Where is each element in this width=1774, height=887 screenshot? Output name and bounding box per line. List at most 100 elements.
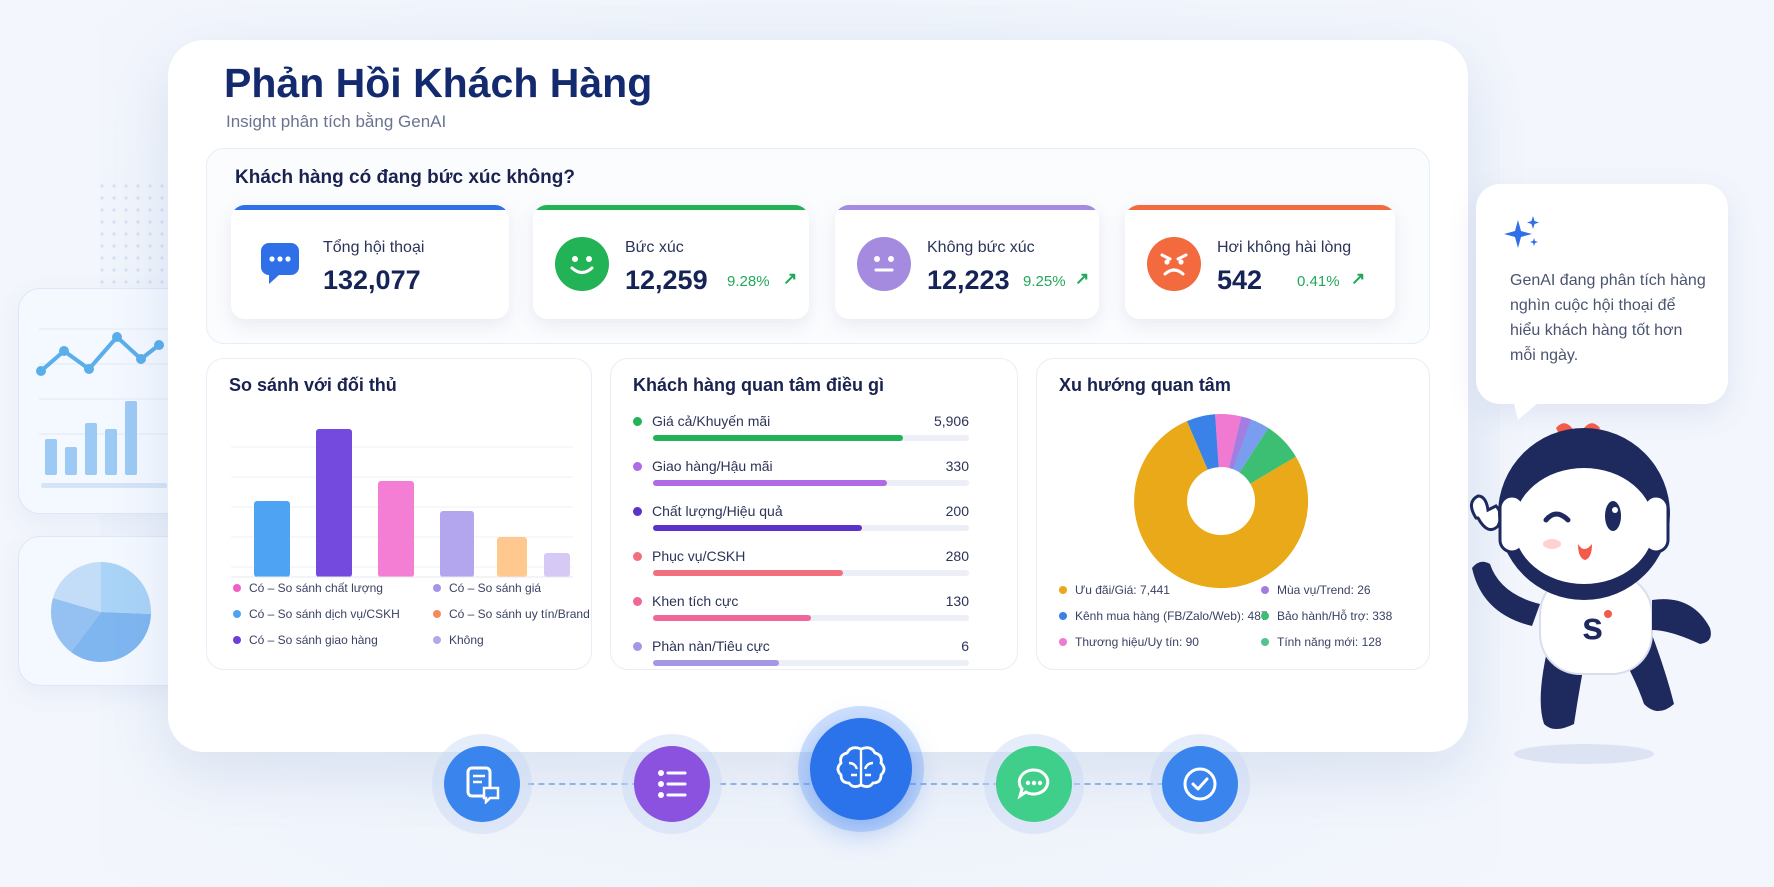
trend-up-icon: ↗ <box>783 269 798 288</box>
concern-row: Giao hàng/Hậu mãi 330 <box>633 458 969 474</box>
chart-bar <box>497 537 527 577</box>
legend-dot <box>433 636 441 644</box>
panel-title: Khách hàng quan tâm điều gì <box>633 375 885 395</box>
concern-progress-track <box>653 570 969 576</box>
list-icon[interactable] <box>634 746 710 822</box>
kpi-panel: Khách hàng có đang bức xúc không? Tổng h… <box>206 148 1430 344</box>
legend-label: Có – So sánh giao hàng <box>249 633 378 647</box>
legend-dot <box>1261 612 1269 620</box>
concern-item: Phục vụ/CSKH 280 <box>633 548 969 576</box>
concern-item: Phàn nàn/Tiêu cực 6 <box>633 638 969 666</box>
legend-label: Kênh mua hàng (FB/Zalo/Web): 487 <box>1075 609 1268 623</box>
panel-title: Xu hướng quan tâm <box>1059 375 1231 395</box>
concern-progress-track <box>653 615 969 621</box>
concern-count: 280 <box>945 548 969 564</box>
concern-progress-track <box>653 660 969 666</box>
donut-slice <box>1202 414 1219 468</box>
pipeline-connector <box>720 783 820 785</box>
legend-item: Có – So sánh dịch vụ/CSKH <box>233 607 400 621</box>
donut-slice <box>1229 416 1251 470</box>
concern-count: 330 <box>945 458 969 474</box>
kpi-card-frustrated[interactable]: Bức xúc 12,259 9.28% ↗ <box>533 205 809 319</box>
concern-count: 5,906 <box>933 413 969 429</box>
concern-row: Chất lượng/Hiệu quả 200 <box>633 503 969 519</box>
check-icon[interactable] <box>1162 746 1238 822</box>
pipeline-connector <box>528 783 638 785</box>
kpi-accent-bar <box>1125 205 1395 210</box>
legend-label: Tính năng mới: 128 <box>1277 635 1382 649</box>
kpi-percent: 9.25% <box>1023 273 1066 290</box>
legend-item: Tính năng mới: 128 <box>1261 635 1382 649</box>
angry-face-icon <box>1147 237 1201 291</box>
chart-bar <box>316 429 352 577</box>
trend-up-icon: ↗ <box>1351 269 1366 288</box>
concern-item: Giao hàng/Hậu mãi 330 <box>633 458 969 486</box>
assistant-speech-bubble: GenAI đang phân tích hàng nghìn cuộc hội… <box>1476 184 1728 420</box>
concern-dot <box>633 551 642 561</box>
concern-progress-fill <box>653 570 843 576</box>
concern-dot <box>633 506 642 516</box>
pipeline-connector <box>910 783 1010 785</box>
concern-item: Khen tích cực 130 <box>633 593 969 621</box>
legend-item: Có – So sánh giá <box>433 581 541 595</box>
panel-title: So sánh với đối thủ <box>229 375 397 395</box>
legend-label: Có – So sánh chất lượng <box>249 581 383 595</box>
legend-item: Kênh mua hàng (FB/Zalo/Web): 487 <box>1059 609 1268 623</box>
legend-item: Có – So sánh giao hàng <box>233 633 378 647</box>
legend-item: Không <box>433 633 484 647</box>
trend-donut-chart <box>1134 414 1309 589</box>
concern-label: Phục vụ/CSKH <box>652 548 746 564</box>
legend-dot <box>433 610 441 618</box>
decorative-dots <box>96 180 166 290</box>
kpi-percent: 0.41% <box>1297 273 1340 290</box>
chart-bar <box>254 501 290 577</box>
chart-bar <box>378 481 414 577</box>
trend-up-icon: ↗ <box>1075 269 1090 288</box>
legend-dot <box>1059 638 1067 646</box>
concern-progress-fill <box>653 435 903 441</box>
concern-label: Giao hàng/Hậu mãi <box>652 458 773 474</box>
smile-icon <box>555 237 609 291</box>
concern-row: Phục vụ/CSKH 280 <box>633 548 969 564</box>
concern-progress-track <box>653 525 969 531</box>
competitor-panel: So sánh với đối thủ Có – So sánh chất lư… <box>206 358 592 670</box>
legend-label: Không <box>449 633 484 647</box>
kpi-value: 12,223 <box>927 265 1010 295</box>
kpi-value: 12,259 <box>625 265 708 295</box>
legend-dot <box>1261 586 1269 594</box>
kpi-card-slightly-unsatisfied[interactable]: Hơi không hài lòng 542 0.41% ↗ <box>1125 205 1395 319</box>
chart-bar <box>440 511 474 577</box>
legend-dot <box>1261 638 1269 646</box>
assistant-message: GenAI đang phân tích hàng nghìn cuộc hội… <box>1510 272 1706 364</box>
donut-slice <box>1134 421 1309 589</box>
brain-icon[interactable] <box>810 718 912 820</box>
decorative-chart-icon <box>36 328 169 488</box>
donut-slice <box>1239 428 1296 484</box>
legend-dot <box>233 636 241 644</box>
kpi-accent-bar <box>231 205 509 210</box>
legend-item: Có – So sánh uy tín/Brand <box>433 607 590 621</box>
legend-item: Có – So sánh chất lượng <box>233 581 383 595</box>
legend-label: Bảo hành/Hỗ trợ: 338 <box>1277 609 1393 623</box>
concern-label: Chất lượng/Hiệu quả <box>652 503 783 519</box>
svg-text:s: s <box>1582 606 1603 648</box>
main-dashboard-card: Phản Hồi Khách Hàng Insight phân tích bằ… <box>168 40 1468 752</box>
legend-item: Mùa vụ/Trend: 26 <box>1261 583 1371 597</box>
concern-progress-fill <box>653 480 887 486</box>
kpi-card-not-frustrated[interactable]: Không bức xúc 12,223 9.25% ↗ <box>835 205 1099 319</box>
legend-item: Ưu đãi/Giá: 7,441 <box>1059 583 1170 597</box>
decorative-pie-icon <box>50 562 152 663</box>
trend-panel: Xu hướng quan tâm Ưu đãi/Giá: 7,441 Mùa … <box>1036 358 1430 670</box>
legend-label: Có – So sánh dịch vụ/CSKH <box>249 607 400 621</box>
legend-label: Ưu đãi/Giá: 7,441 <box>1075 583 1170 597</box>
concern-row: Phàn nàn/Tiêu cực 6 <box>633 638 969 654</box>
kpi-card-total[interactable]: Tổng hội thoại 132,077 <box>231 205 509 319</box>
document-chat-icon[interactable] <box>444 746 520 822</box>
legend-dot <box>233 584 241 592</box>
kpi-value: 542 <box>1217 265 1263 295</box>
concern-count: 200 <box>945 503 969 519</box>
pipeline-connector <box>1074 783 1174 785</box>
message-icon[interactable] <box>996 746 1072 822</box>
decorative-chart-card <box>18 288 188 514</box>
decorative-pie-card <box>18 536 188 686</box>
